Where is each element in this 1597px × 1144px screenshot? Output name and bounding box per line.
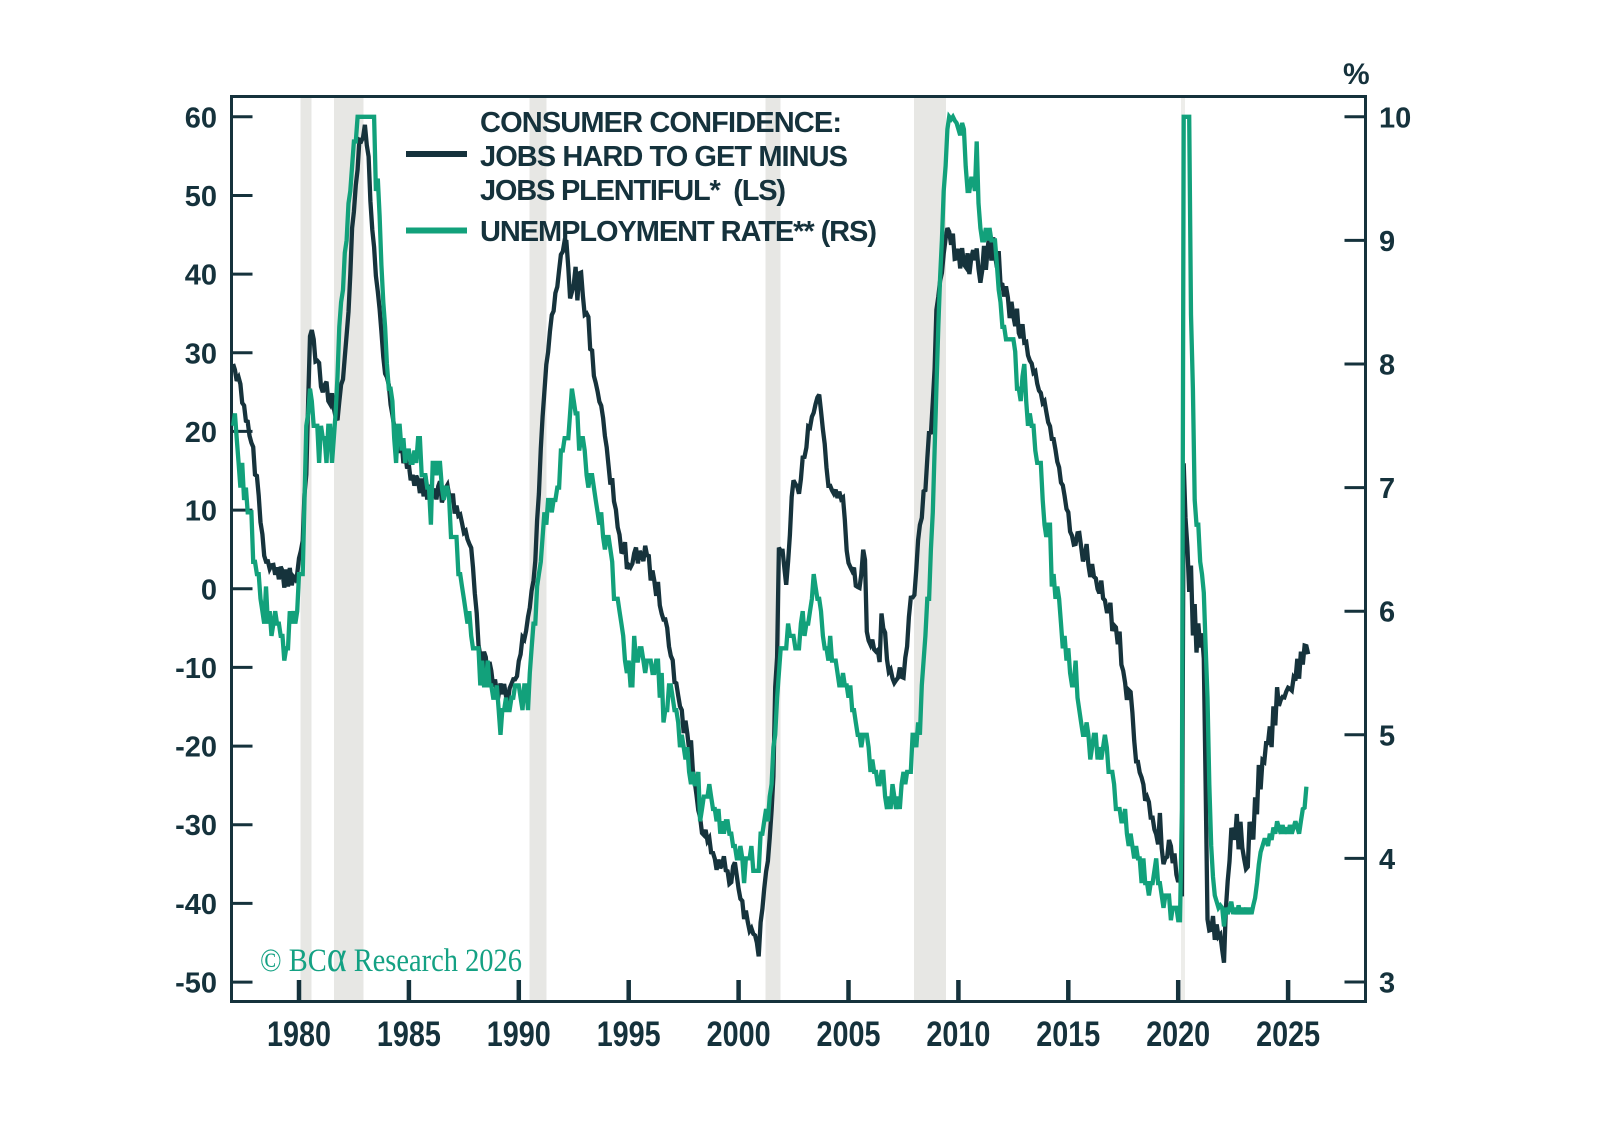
svg-text:2005: 2005	[817, 1015, 881, 1054]
svg-text:-30: -30	[175, 810, 217, 842]
svg-text:2025: 2025	[1256, 1015, 1320, 1054]
svg-text:-50: -50	[175, 968, 217, 1000]
svg-text:-40: -40	[175, 889, 217, 921]
svg-text:1985: 1985	[377, 1015, 441, 1054]
svg-text:UNEMPLOYMENT RATE** (RS): UNEMPLOYMENT RATE** (RS)	[480, 216, 877, 248]
svg-text:30: 30	[185, 338, 217, 370]
svg-text:3: 3	[1379, 968, 1395, 1000]
svg-text:2000: 2000	[707, 1015, 771, 1054]
svg-text:5: 5	[1379, 720, 1395, 752]
svg-text:2015: 2015	[1036, 1015, 1100, 1054]
svg-text:8: 8	[1379, 350, 1395, 382]
svg-text:2020: 2020	[1146, 1015, 1210, 1054]
svg-text:JOBS HARD TO GET MINUS: JOBS HARD TO GET MINUS	[480, 141, 848, 173]
svg-text:0: 0	[201, 574, 217, 606]
svg-text:2010: 2010	[926, 1015, 990, 1054]
svg-text:JOBS PLENTIFUL* (LS): JOBS PLENTIFUL* (LS)	[480, 175, 786, 207]
svg-text:60: 60	[185, 102, 217, 134]
svg-text:9: 9	[1379, 226, 1395, 258]
svg-text:10: 10	[1379, 102, 1411, 134]
svg-text:CONSUMER CONFIDENCE:: CONSUMER CONFIDENCE:	[480, 107, 842, 139]
svg-text:10: 10	[185, 496, 217, 528]
svg-text:1980: 1980	[267, 1015, 331, 1054]
svg-text:1995: 1995	[597, 1015, 661, 1054]
svg-text:-10: -10	[175, 653, 217, 685]
svg-text:6: 6	[1379, 597, 1395, 629]
svg-text:7: 7	[1379, 473, 1395, 505]
svg-text:20: 20	[185, 417, 217, 449]
svg-text:%: %	[1343, 58, 1370, 91]
svg-text:50: 50	[185, 181, 217, 213]
svg-text:4: 4	[1379, 844, 1395, 876]
svg-text:-20: -20	[175, 732, 217, 764]
svg-text:1990: 1990	[487, 1015, 551, 1054]
svg-text:40: 40	[185, 260, 217, 292]
